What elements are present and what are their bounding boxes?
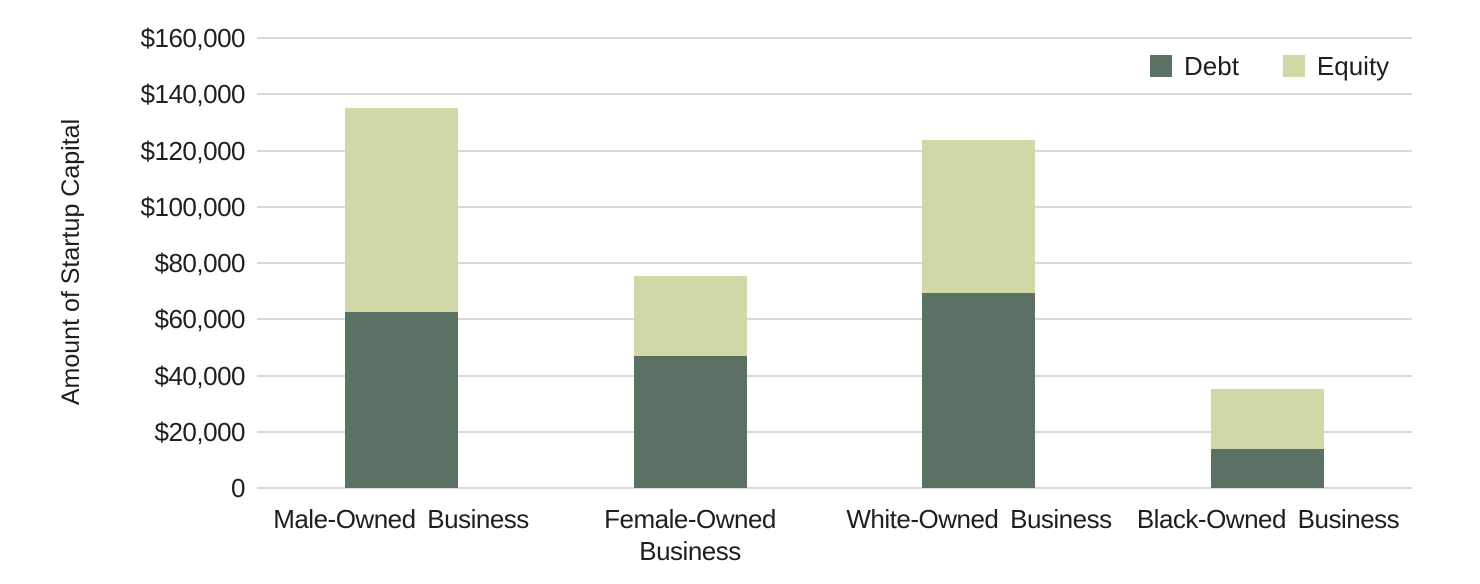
bar-segment-equity-2 [922,140,1035,293]
gridline [257,487,1412,489]
bar-segment-equity-3 [1211,389,1324,449]
legend: Debt Equity [1150,51,1389,81]
gridline [257,374,1412,377]
bar-segment-debt-0 [345,312,458,488]
y-tick-label: $100,000 [140,191,246,222]
y-tick-label: $20,000 [154,416,246,447]
y-tick-label: $60,000 [154,304,246,335]
gridline [257,149,1412,152]
gridline [257,430,1412,433]
y-tick-label: 0 [231,473,245,503]
legend-item-equity: Equity [1282,51,1390,81]
gridline [257,37,1412,39]
legend-swatch-equity [1282,55,1305,77]
gridline [257,205,1412,208]
bar-segment-debt-1 [634,356,747,488]
bar-segment-equity-1 [634,276,747,356]
legend-label-debt: Debt [1184,51,1239,81]
gridline [257,318,1412,321]
x-axis-label: White-Owned Business [846,504,1112,534]
y-tick-label: $40,000 [154,360,246,391]
legend-label-equity: Equity [1316,51,1390,81]
bar-segment-debt-2 [922,293,1035,488]
y-tick-label: $160,000 [140,23,246,53]
x-axis-label: Black-Owned Business [1136,504,1400,534]
gridline [257,262,1412,264]
y-tick-label: $140,000 [140,79,246,110]
bar-segment-debt-3 [1211,449,1324,488]
legend-swatch-debt [1150,55,1172,77]
gridline [257,93,1412,96]
y-tick-label: $80,000 [154,248,246,278]
x-axis-label: Male-Owned Business [273,504,529,534]
plot-area [257,37,1412,489]
legend-item-debt: Debt [1150,51,1239,81]
bar-segment-equity-0 [345,108,458,312]
x-axis-label: Female-Owned Business [604,504,776,566]
y-tick-label: $120,000 [140,135,246,166]
